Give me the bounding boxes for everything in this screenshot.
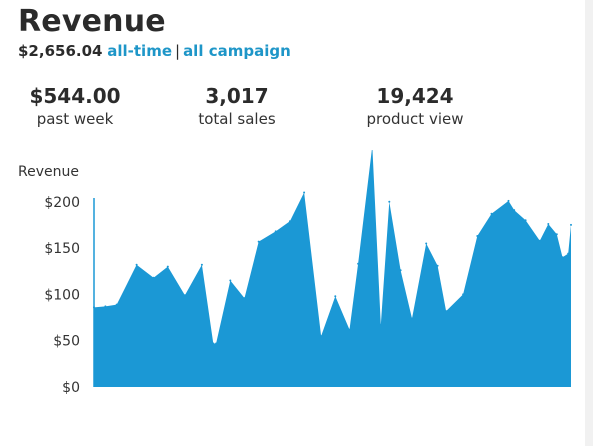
data-point <box>490 212 493 215</box>
data-point <box>215 342 218 345</box>
data-point <box>334 295 337 298</box>
y-axis-label: Revenue <box>18 164 79 180</box>
data-point <box>524 219 527 222</box>
scrollbar-track[interactable] <box>585 0 593 446</box>
y-tick-label: $150 <box>44 241 80 257</box>
data-point <box>570 223 572 226</box>
data-point <box>229 279 232 282</box>
data-point <box>115 303 118 306</box>
y-tick-label: $200 <box>44 195 80 211</box>
stat-value: 19,424 <box>376 84 454 108</box>
data-point <box>425 242 428 245</box>
total-revenue-amount: $2,656.04 <box>18 42 103 60</box>
all-campaign-link[interactable]: all campaign <box>183 42 291 60</box>
data-point <box>445 310 448 313</box>
revenue-chart: Revenue $0 $50 $100 $150 $200 <box>0 150 585 410</box>
stat-value: $544.00 <box>29 84 121 108</box>
data-point <box>388 200 391 203</box>
data-point <box>320 335 323 338</box>
data-point <box>399 269 402 272</box>
data-point <box>513 209 516 212</box>
stat-label: product view <box>366 110 464 128</box>
revenue-area-series <box>94 150 571 387</box>
data-point <box>462 293 465 296</box>
data-point <box>348 328 351 331</box>
data-point <box>135 263 138 266</box>
stat-label: total sales <box>198 110 276 128</box>
data-point <box>288 220 291 223</box>
data-point <box>547 223 550 225</box>
data-point <box>183 294 186 297</box>
data-point <box>93 306 95 309</box>
y-tick-label: $0 <box>62 380 80 396</box>
stat-past-week: $544.00 past week <box>20 83 130 129</box>
data-point <box>274 230 277 233</box>
data-point <box>561 256 564 259</box>
data-point <box>436 264 439 267</box>
stat-total-sales: 3,017 total sales <box>182 83 292 129</box>
data-point <box>104 305 107 308</box>
stat-product-view: 19,424 product view <box>352 83 478 129</box>
data-point <box>243 297 246 300</box>
y-tick-label: $50 <box>53 334 80 350</box>
stat-value: 3,017 <box>205 84 269 108</box>
y-tick-label: $100 <box>44 287 80 303</box>
revenue-summary-line: $2,656.04 all-time | all campaign <box>18 42 291 60</box>
data-point <box>567 252 570 255</box>
data-point <box>379 324 382 326</box>
data-point <box>555 233 558 236</box>
data-point <box>200 263 203 266</box>
data-point <box>257 240 260 243</box>
all-time-link[interactable]: all-time <box>107 42 172 60</box>
stat-label: past week <box>36 110 114 128</box>
data-point <box>212 342 215 345</box>
page-title: Revenue <box>18 4 166 39</box>
data-point <box>538 239 541 242</box>
link-separator: | <box>175 42 181 60</box>
data-point <box>152 276 155 279</box>
y-tick-labels: $0 $50 $100 $150 $200 <box>44 195 80 396</box>
data-point <box>357 262 360 265</box>
data-point <box>411 317 413 320</box>
revenue-chart-svg: Revenue $0 $50 $100 $150 $200 <box>18 150 572 396</box>
data-point <box>507 199 510 202</box>
data-point <box>166 265 169 268</box>
data-point <box>303 191 306 194</box>
data-point <box>476 235 479 237</box>
plot-area <box>93 150 572 387</box>
